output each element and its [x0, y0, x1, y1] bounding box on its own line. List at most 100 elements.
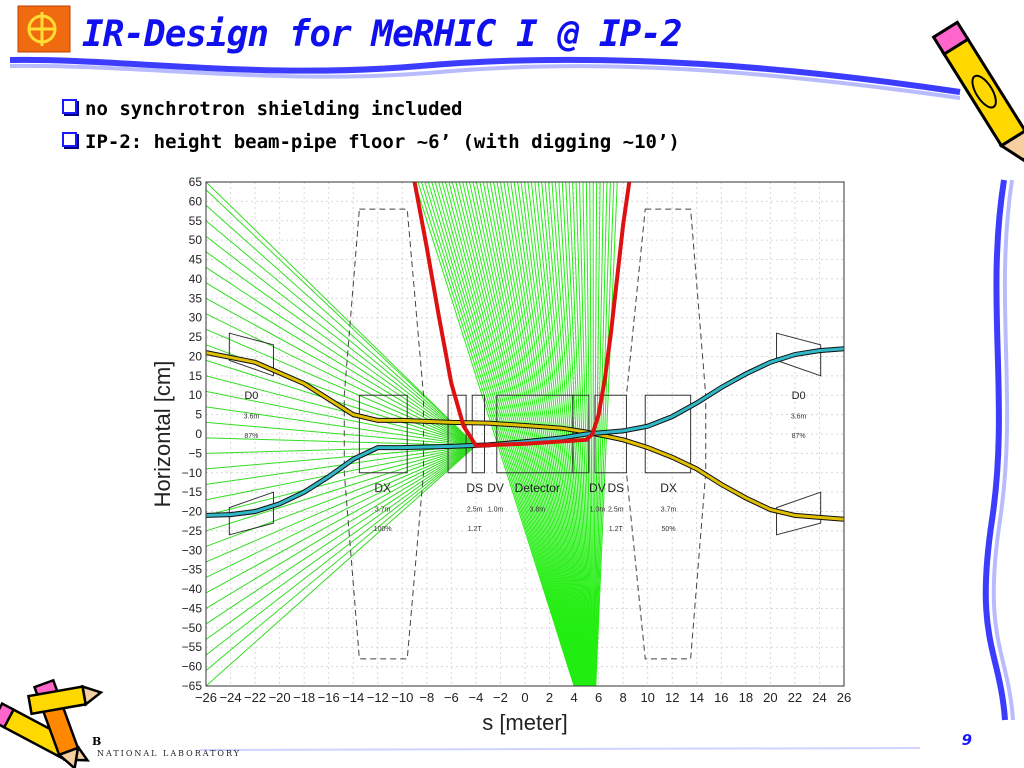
magnet-length: 3.8m — [529, 507, 545, 514]
radiation-ray — [205, 328, 477, 447]
radiation-ray — [541, 181, 589, 687]
beam-pipe-envelope — [412, 181, 632, 448]
radiation-ray — [205, 235, 477, 447]
radiation-ray — [469, 181, 581, 687]
x-tick-label: 4 — [570, 690, 577, 705]
radiation-ray — [520, 181, 586, 687]
x-tick-label: −16 — [318, 690, 340, 705]
radiation-ray — [431, 181, 577, 687]
radiation-ray — [517, 181, 586, 687]
magnet-length: 2.5m — [608, 507, 624, 514]
magnet-field: 1.2T — [468, 526, 483, 533]
pencils-icon — [0, 678, 104, 768]
radiation-ray — [548, 181, 589, 687]
radiation-ray — [205, 282, 477, 447]
y-tick-label: −50 — [182, 621, 203, 635]
x-tick-label: −20 — [269, 690, 291, 705]
title-swoosh — [9, 56, 961, 95]
magnet-label: DX — [374, 481, 391, 495]
x-tick-label: 12 — [665, 690, 679, 705]
dipole-field: 87% — [792, 433, 806, 440]
x-tick-label: 22 — [788, 690, 802, 705]
y-tick-label: −15 — [182, 485, 203, 499]
magnet-length: 1.0m — [590, 507, 606, 514]
x-tick-label: 20 — [763, 690, 777, 705]
dipole-label: D0 — [244, 390, 258, 402]
magnet-length: 3.7m — [661, 507, 677, 514]
radiation-ray — [510, 181, 585, 687]
y-tick-label: 10 — [189, 388, 203, 402]
x-axis-label: s [meter] — [482, 710, 568, 735]
radiation-ray — [455, 181, 579, 687]
x-tick-label: −12 — [367, 690, 389, 705]
y-tick-label: 40 — [189, 272, 203, 286]
radiation-ray — [434, 181, 577, 687]
radiation-ray — [499, 181, 584, 687]
y-tick-label: −45 — [182, 601, 203, 615]
radiation-ray — [205, 437, 476, 447]
dipole-label: D0 — [792, 390, 806, 402]
radiation-ray — [417, 181, 575, 687]
y-tick-label: 60 — [189, 194, 203, 208]
pencil-icon — [931, 20, 1024, 167]
beam-trajectory — [205, 347, 845, 517]
radiation-ray — [527, 181, 587, 687]
radiation-ray — [205, 406, 476, 447]
radiation-ray — [205, 390, 477, 447]
bullet-item: no synchrotron shielding included — [62, 98, 463, 120]
bullet-text: IP-2: height beam-pipe floor ~6’ (with d… — [85, 131, 680, 153]
x-tick-label: −10 — [391, 690, 413, 705]
shield-outline — [343, 208, 425, 660]
y-tick-label: 55 — [189, 214, 203, 228]
y-tick-label: 20 — [189, 349, 203, 363]
x-tick-label: −18 — [293, 690, 315, 705]
dipole-length: 3.6m — [791, 413, 807, 420]
d0-upper — [228, 332, 274, 377]
radiation-ray — [205, 375, 477, 447]
x-tick-label: 8 — [620, 690, 627, 705]
x-tick-label: −8 — [419, 690, 434, 705]
synchrotron-fan — [205, 181, 618, 687]
radiation-ray — [205, 445, 476, 470]
lab-name: NATIONAL LABORATORY — [97, 749, 242, 758]
radiation-ray — [451, 181, 579, 687]
radiation-ray — [205, 445, 477, 578]
radiation-ray — [420, 181, 576, 687]
radiation-ray — [205, 251, 477, 447]
y-tick-label: 15 — [189, 369, 203, 383]
radiation-ray — [205, 421, 476, 447]
x-tick-label: 10 — [640, 690, 654, 705]
magnet-label: Detector — [515, 481, 560, 495]
radiation-ray — [427, 181, 577, 687]
magnet-label: DS — [607, 481, 624, 495]
dipole-field: 87% — [244, 433, 258, 440]
radiation-ray — [448, 181, 579, 687]
y-tick-label: −10 — [182, 466, 203, 480]
beam-envelope-chart: DX 3.7m 100% DS 2.5m 1.2T DV 1.0m Detector 3.8m DV… — [140, 170, 860, 740]
y-tick-label: 45 — [189, 253, 203, 267]
x-tick-label: 26 — [837, 690, 851, 705]
magnet-box — [447, 394, 467, 474]
radiation-ray — [205, 445, 477, 656]
y-tick-label: −55 — [182, 640, 203, 654]
x-tick-label: 0 — [521, 690, 528, 705]
radiation-ray — [441, 181, 578, 687]
shield-outline — [625, 208, 707, 660]
magnet-box — [358, 394, 408, 474]
radiation-ray — [462, 181, 580, 687]
radiation-ray — [205, 266, 477, 447]
magnet-length: 2.5m — [467, 507, 483, 514]
magnet-box — [644, 394, 692, 474]
beam-trajectory — [205, 351, 845, 521]
radiation-ray — [489, 181, 583, 687]
radiation-ray — [205, 445, 477, 640]
magnet-label: DV — [487, 481, 504, 495]
x-tick-label: −2 — [493, 690, 508, 705]
x-tick-label: −26 — [195, 690, 217, 705]
radiation-ray — [503, 181, 585, 687]
y-tick-label: −25 — [182, 524, 203, 538]
dipole-length: 3.6m — [244, 413, 260, 420]
radiation-ray — [530, 181, 588, 687]
page-number: 9 — [961, 731, 972, 749]
